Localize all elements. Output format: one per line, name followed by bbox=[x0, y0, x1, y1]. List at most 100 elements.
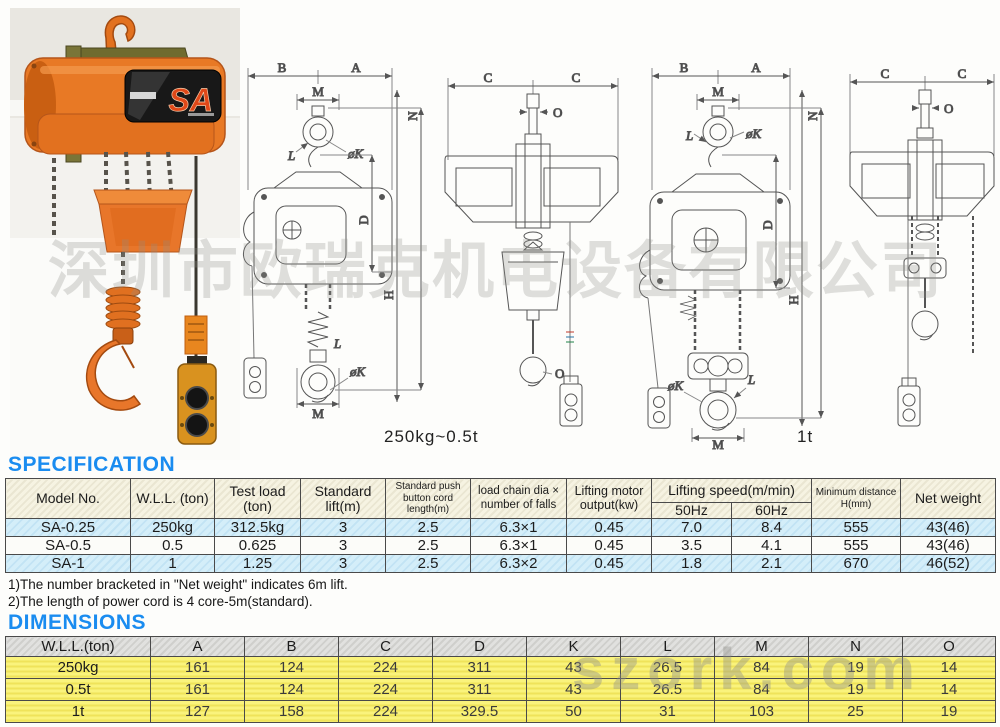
dim-cell: 26.5 bbox=[620, 656, 715, 679]
dim-cell: 124 bbox=[244, 678, 339, 701]
dim-cell: 224 bbox=[338, 656, 433, 679]
caption-1t: 1t bbox=[797, 427, 814, 446]
specification-table: Model No. W.L.L. (ton) Test load (ton) S… bbox=[5, 478, 997, 573]
front-view-1t: B A M øK L bbox=[639, 60, 824, 453]
col-motor: Lifting motor output(kw) bbox=[566, 478, 652, 519]
dim-col-k: K bbox=[526, 636, 621, 657]
spec-cell: 0.5 bbox=[130, 536, 215, 555]
dimension-drawings: B A M øK L bbox=[243, 60, 995, 453]
spec-cell: 3 bbox=[300, 518, 386, 537]
col-standard-lift: Standard lift(m) bbox=[300, 478, 386, 519]
spec-cell: 6.3×2 bbox=[470, 554, 567, 573]
col-min-distance: Minimum distance H(mm) bbox=[811, 478, 902, 519]
col-model: Model No. bbox=[5, 478, 131, 519]
dim-cell: 84 bbox=[714, 678, 809, 701]
dimensions-table: W.L.L.(ton) A B C D K L M N O 250kg 161 … bbox=[5, 636, 996, 723]
dim-cell: 158 bbox=[244, 700, 339, 723]
dim-cell: 0.5t bbox=[5, 678, 151, 701]
dim-cell: 31 bbox=[620, 700, 715, 723]
spec-cell: 0.45 bbox=[566, 518, 652, 537]
specification-notes: 1)The number bracketed in "Net weight" i… bbox=[8, 576, 348, 610]
dim-cell: 19 bbox=[808, 678, 903, 701]
spec-cell: SA-1 bbox=[5, 554, 131, 573]
technical-drawings: B A M øK L bbox=[240, 60, 1000, 453]
col-push-cord: Standard push button cord length(m) bbox=[385, 478, 471, 519]
dim-label-n: N bbox=[805, 111, 820, 121]
bottom-hook-assembly bbox=[85, 286, 142, 411]
dim-label-l: L bbox=[685, 128, 693, 143]
dim-label-n: N bbox=[405, 111, 420, 121]
spec-row-sa025: SA-0.25 250kg 312.5kg 3 2.5 6.3×1 0.45 7… bbox=[5, 518, 997, 537]
product-photo: SA bbox=[10, 8, 240, 460]
spec-cell: 670 bbox=[811, 554, 902, 573]
dim-label-c: C bbox=[881, 66, 890, 81]
dim-label-a: A bbox=[751, 60, 761, 75]
side-view-1t: C C O bbox=[849, 66, 995, 427]
dim-cell: 19 bbox=[808, 656, 903, 679]
dim-header-row: W.L.L.(ton) A B C D K L M N O bbox=[5, 636, 996, 657]
dim-label-m: M bbox=[712, 437, 724, 450]
dim-label-a: A bbox=[351, 60, 361, 75]
dim-cell: 50 bbox=[526, 700, 621, 723]
dim-label-k: øK bbox=[347, 146, 365, 161]
dim-label-h: H bbox=[381, 290, 396, 299]
spec-cell: 2.5 bbox=[385, 518, 471, 537]
hoist-body: SA bbox=[24, 57, 226, 155]
dim-row-05t: 0.5t 161 124 224 311 43 26.5 84 19 14 bbox=[5, 678, 996, 701]
col-net-weight: Net weight bbox=[900, 478, 997, 519]
dim-col-n: N bbox=[808, 636, 903, 657]
dim-cell: 103 bbox=[714, 700, 809, 723]
spec-cell: 4.1 bbox=[730, 536, 813, 555]
dim-label-k: øK bbox=[349, 364, 367, 379]
dim-col-a: A bbox=[150, 636, 245, 657]
spec-row-sa05: SA-0.5 0.5 0.625 3 2.5 6.3×1 0.45 3.5 4.… bbox=[5, 536, 997, 555]
dim-col-c: C bbox=[338, 636, 433, 657]
front-view-small-capacity: B A M øK L bbox=[243, 60, 424, 422]
note-1: 1)The number bracketed in "Net weight" i… bbox=[8, 577, 348, 592]
caption-small-capacity: 250kg~0.5t bbox=[384, 427, 479, 446]
dim-cell: 224 bbox=[338, 700, 433, 723]
spec-cell: 555 bbox=[811, 518, 902, 537]
dim-cell: 43 bbox=[526, 678, 621, 701]
spec-cell: 555 bbox=[811, 536, 902, 555]
dim-col-m: M bbox=[714, 636, 809, 657]
spec-cell: 2.5 bbox=[385, 536, 471, 555]
spec-cell: 46(52) bbox=[900, 554, 997, 573]
dim-label-o: O bbox=[553, 105, 562, 120]
spec-cell: 1.8 bbox=[651, 554, 732, 573]
dim-label-d: D bbox=[760, 220, 775, 229]
dim-cell: 161 bbox=[150, 656, 245, 679]
dim-cell: 25 bbox=[808, 700, 903, 723]
spec-cell: SA-0.5 bbox=[5, 536, 131, 555]
dim-label-o: O bbox=[555, 366, 564, 381]
spec-cell: 3 bbox=[300, 554, 386, 573]
dim-label-b: B bbox=[278, 60, 287, 75]
specification-heading: SPECIFICATION bbox=[8, 453, 176, 476]
spec-cell: 1 bbox=[130, 554, 215, 573]
spec-cell: 3 bbox=[300, 536, 386, 555]
dim-label-c: C bbox=[958, 66, 967, 81]
dim-cell: 14 bbox=[902, 678, 996, 701]
dim-row-250kg: 250kg 161 124 224 311 43 26.5 84 19 14 bbox=[5, 656, 996, 679]
brand-logo: SA bbox=[169, 82, 213, 118]
dim-cell: 329.5 bbox=[432, 700, 527, 723]
dim-cell: 224 bbox=[338, 678, 433, 701]
dim-label-d: D bbox=[356, 215, 371, 224]
spec-cell: 43(46) bbox=[900, 536, 997, 555]
dim-cell: 311 bbox=[432, 656, 527, 679]
dim-cell: 124 bbox=[244, 656, 339, 679]
dim-label-k: øK bbox=[745, 126, 763, 141]
dim-cell: 43 bbox=[526, 656, 621, 679]
dim-col-o: O bbox=[902, 636, 996, 657]
spec-cell: 2.1 bbox=[730, 554, 813, 573]
dim-cell: 161 bbox=[150, 678, 245, 701]
dim-row-1t: 1t 127 158 224 329.5 50 31 103 25 19 bbox=[5, 700, 996, 723]
dim-label-m: M bbox=[312, 406, 324, 421]
dim-cell: 19 bbox=[902, 700, 996, 723]
spec-row-sa1: SA-1 1 1.25 3 2.5 6.3×2 0.45 1.8 2.1 670… bbox=[5, 554, 997, 573]
dim-col-l: L bbox=[620, 636, 715, 657]
dim-cell: 26.5 bbox=[620, 678, 715, 701]
spec-cell: 250kg bbox=[130, 518, 215, 537]
dim-label-l: L bbox=[287, 148, 295, 163]
pendant-control bbox=[177, 356, 217, 445]
